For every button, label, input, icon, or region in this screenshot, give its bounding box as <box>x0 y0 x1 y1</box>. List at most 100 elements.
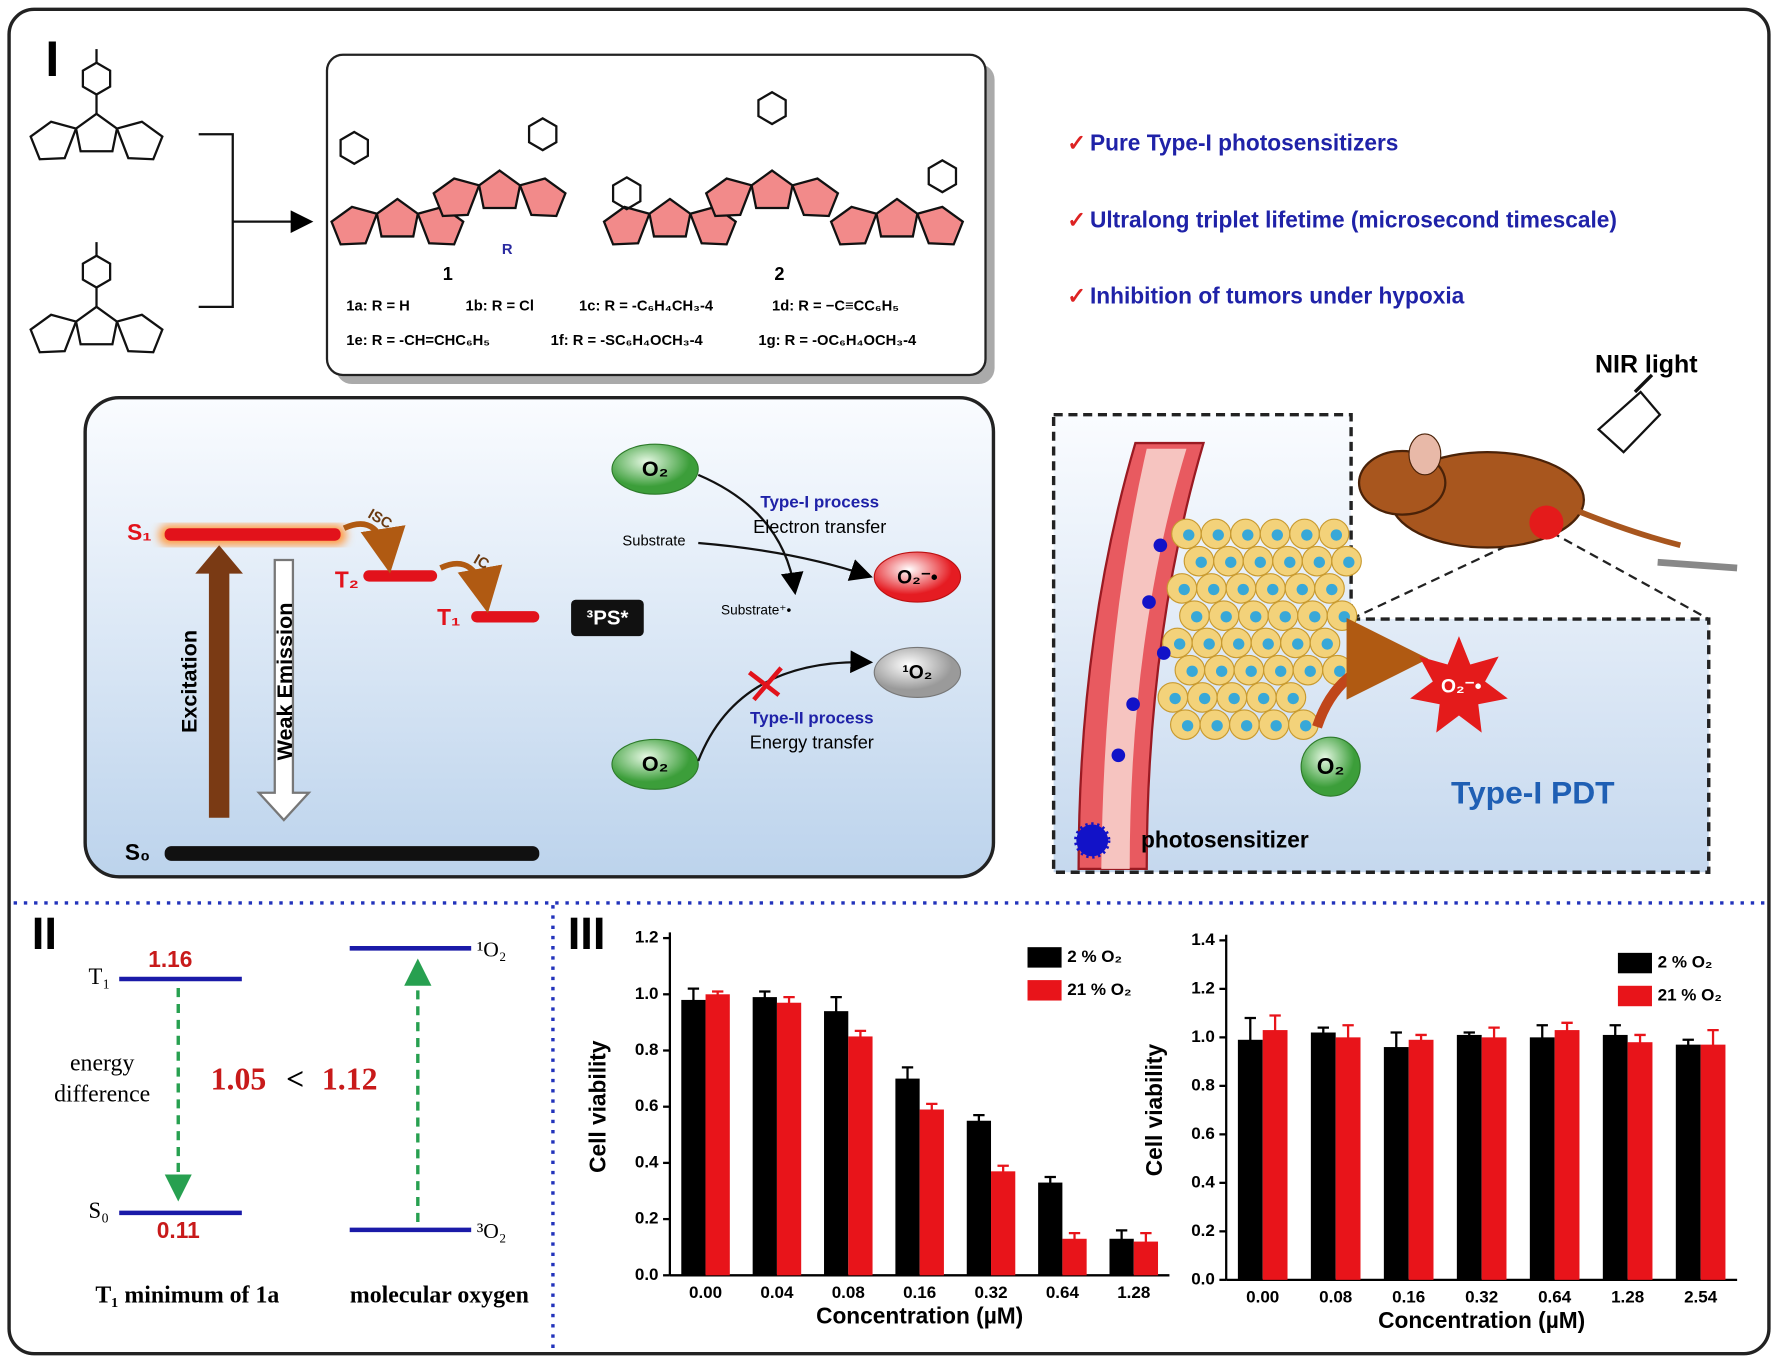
nucleus <box>1183 529 1195 541</box>
bar <box>1529 1037 1555 1280</box>
tumor <box>1111 518 1362 763</box>
panel-label: I <box>45 31 59 87</box>
compound-number: 2 <box>774 264 784 284</box>
nucleus <box>1220 611 1232 623</box>
species: O₂⁻• <box>897 567 938 588</box>
error-bar <box>1488 1026 1500 1048</box>
nucleus <box>1178 583 1190 596</box>
state-label: T₁ <box>437 604 460 630</box>
nucleus <box>1240 720 1253 732</box>
energy-value: 1.05 <box>211 1062 267 1097</box>
level <box>164 528 341 541</box>
legend-label: 21 % O₂ <box>1658 985 1722 1004</box>
note: difference <box>54 1081 150 1107</box>
nucleus <box>1215 665 1228 677</box>
bar <box>1383 1047 1409 1280</box>
arrow <box>697 650 874 762</box>
bar <box>705 994 730 1276</box>
error-bar <box>1707 1028 1719 1060</box>
legend-swatch <box>1027 980 1062 1001</box>
error-bar <box>783 995 795 1009</box>
compound-label: 1b: R = Cl <box>466 299 534 315</box>
lamp <box>1633 373 1654 394</box>
compound-number: 1 <box>443 264 453 284</box>
check: ✓ <box>1067 129 1086 155</box>
nucleus <box>1242 529 1254 541</box>
arrow <box>1312 617 1429 729</box>
pdt-title: Type-I PDT <box>1451 774 1615 810</box>
nucleus <box>1300 720 1312 732</box>
y-tick-label: 0.0 <box>1191 1269 1215 1288</box>
y-tick-label: 1.2 <box>635 928 659 947</box>
y-tick-label: 1.0 <box>1191 1027 1215 1046</box>
state-label: T₁ <box>89 964 111 989</box>
nucleus <box>1330 529 1343 541</box>
nucleus <box>1173 638 1186 650</box>
nucleus <box>1211 720 1223 732</box>
compound-label: 1g: R = -OC₆H₄OCH₃-4 <box>758 333 917 349</box>
process-label: Electron transfer <box>753 517 886 537</box>
y-tick-label: 1.0 <box>635 984 659 1003</box>
feature-list: ✓ Pure Type-I photosensitizers ✓ Ultralo… <box>1067 129 1617 308</box>
nucleus <box>1195 556 1207 568</box>
y-tick-label: 0.6 <box>635 1096 659 1115</box>
y-tick-label: 0.8 <box>1191 1075 1215 1094</box>
error-bar <box>1634 1033 1646 1050</box>
syringe <box>1657 558 1738 572</box>
level <box>363 570 438 582</box>
error-bar <box>1390 1031 1402 1062</box>
bar <box>1335 1037 1361 1280</box>
nucleus <box>1275 665 1287 677</box>
error-bar <box>1682 1038 1694 1050</box>
x-axis-label: Concentration (µM) <box>1378 1307 1585 1333</box>
species: Substrate <box>622 534 685 550</box>
ps-dot <box>1111 748 1126 763</box>
legend-label: photosensitizer <box>1141 827 1309 853</box>
tumor-site <box>1529 505 1564 540</box>
y-axis-label: Cell viability <box>584 1040 610 1173</box>
x-tick-label: 0.64 <box>1046 1283 1080 1302</box>
block-mark <box>747 666 783 702</box>
bar <box>895 1078 920 1276</box>
nucleus <box>1257 692 1270 705</box>
error-bar <box>1536 1024 1548 1050</box>
arrow <box>195 545 243 818</box>
energy-value: 0.11 <box>157 1217 200 1243</box>
arrow <box>256 558 312 822</box>
ps-label: ³PS* <box>586 607 628 629</box>
error-bar <box>926 1102 938 1116</box>
bar <box>752 997 777 1276</box>
error-bar <box>1269 1014 1281 1045</box>
error-bar <box>1609 1024 1621 1045</box>
error-bar <box>1140 1232 1152 1251</box>
nucleus <box>1191 611 1203 623</box>
singlet-oxygen <box>873 646 962 698</box>
nucleus <box>1245 665 1257 677</box>
bar <box>848 1036 873 1276</box>
legend-swatch <box>1617 952 1652 974</box>
error-bar <box>1561 1021 1573 1038</box>
bar <box>681 999 706 1276</box>
species: Substrate⁺• <box>721 603 791 618</box>
o2 <box>611 738 699 790</box>
legend-label: 21 % O₂ <box>1067 980 1131 999</box>
x-tick-label: 0.00 <box>689 1283 722 1302</box>
state-label: ¹O₂ <box>477 938 507 962</box>
feature: Pure Type-I photosensitizers <box>1090 129 1398 155</box>
ps-box <box>571 599 644 637</box>
nucleus <box>1212 529 1224 541</box>
level <box>471 611 540 623</box>
error-bar <box>1463 1031 1475 1038</box>
nucleus <box>1296 583 1308 596</box>
error-bar <box>1044 1175 1056 1189</box>
check: ✓ <box>1067 283 1086 309</box>
bar <box>824 1011 849 1276</box>
burst <box>1410 636 1508 733</box>
mouse <box>1577 508 1682 549</box>
arrow-label: Excitation <box>176 630 201 733</box>
error-bar <box>830 995 842 1026</box>
species: O₂⁻• <box>1441 676 1482 697</box>
error-bar <box>973 1113 985 1127</box>
compound-label: 1e: R = -CH=CHC₆H₅ <box>346 333 490 349</box>
